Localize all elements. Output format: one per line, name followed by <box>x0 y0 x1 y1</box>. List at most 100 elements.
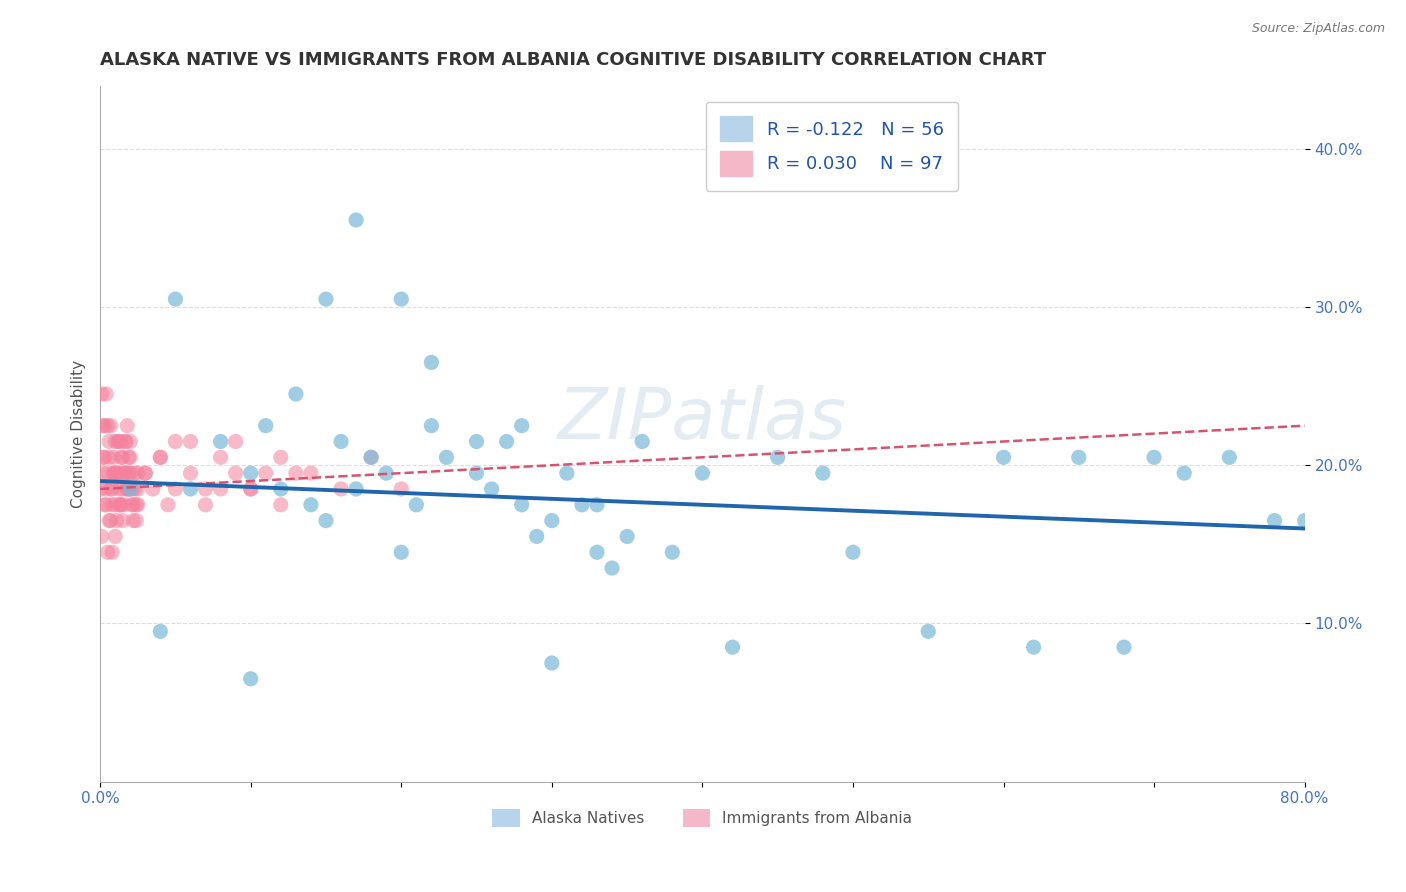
Point <box>104 529 127 543</box>
Point <box>389 482 412 496</box>
Point <box>420 418 443 433</box>
Point <box>104 434 127 449</box>
Point <box>239 466 262 480</box>
Point <box>571 498 593 512</box>
Point <box>149 624 172 639</box>
Point <box>98 450 121 465</box>
Point <box>179 466 201 480</box>
Point <box>239 482 262 496</box>
Point <box>97 418 120 433</box>
Point <box>586 498 609 512</box>
Point <box>330 434 353 449</box>
Point <box>103 466 125 480</box>
Point <box>127 466 149 480</box>
Point <box>120 434 142 449</box>
Point <box>254 418 277 433</box>
Point <box>118 450 141 465</box>
Point <box>315 292 337 306</box>
Point <box>766 450 789 465</box>
Point <box>122 514 145 528</box>
Point <box>114 466 136 480</box>
Point <box>389 292 412 306</box>
Point <box>209 482 232 496</box>
Point <box>299 498 322 512</box>
Point <box>90 529 112 543</box>
Point <box>270 450 292 465</box>
Point <box>495 434 517 449</box>
Point <box>389 545 412 559</box>
Point <box>127 498 149 512</box>
Point <box>112 466 135 480</box>
Point <box>105 466 128 480</box>
Point <box>100 482 122 496</box>
Point <box>112 498 135 512</box>
Point <box>118 466 141 480</box>
Point <box>101 498 124 512</box>
Point <box>120 450 142 465</box>
Point <box>284 387 307 401</box>
Point <box>179 434 201 449</box>
Point <box>481 482 503 496</box>
Point <box>165 482 187 496</box>
Point <box>107 434 129 449</box>
Point <box>142 482 165 496</box>
Text: ZIPatlas: ZIPatlas <box>558 385 846 454</box>
Point <box>111 450 134 465</box>
Point <box>239 672 262 686</box>
Point <box>270 482 292 496</box>
Point <box>121 498 143 512</box>
Point <box>330 482 353 496</box>
Point <box>842 545 865 559</box>
Point <box>108 498 131 512</box>
Point <box>134 466 156 480</box>
Point <box>125 498 148 512</box>
Point <box>405 498 427 512</box>
Point <box>91 450 114 465</box>
Point <box>100 514 122 528</box>
Point <box>284 466 307 480</box>
Point <box>194 482 217 496</box>
Point <box>98 514 121 528</box>
Point <box>360 450 382 465</box>
Point <box>100 418 122 433</box>
Point <box>110 434 132 449</box>
Point <box>115 482 138 496</box>
Point <box>540 514 562 528</box>
Point <box>111 514 134 528</box>
Point <box>315 514 337 528</box>
Point <box>108 498 131 512</box>
Point <box>194 498 217 512</box>
Point <box>209 450 232 465</box>
Point <box>101 482 124 496</box>
Point <box>118 482 141 496</box>
Point <box>917 624 939 639</box>
Point <box>103 450 125 465</box>
Point <box>436 450 458 465</box>
Point <box>209 434 232 449</box>
Point <box>103 466 125 480</box>
Point <box>1173 466 1195 480</box>
Point <box>115 482 138 496</box>
Point <box>98 434 121 449</box>
Y-axis label: Cognitive Disability: Cognitive Disability <box>72 359 86 508</box>
Point <box>121 482 143 496</box>
Point <box>360 450 382 465</box>
Point <box>105 466 128 480</box>
Point <box>107 434 129 449</box>
Point <box>344 482 367 496</box>
Point <box>120 482 142 496</box>
Point <box>165 292 187 306</box>
Point <box>375 466 398 480</box>
Legend: Alaska Natives, Immigrants from Albania: Alaska Natives, Immigrants from Albania <box>486 804 918 833</box>
Point <box>1218 450 1240 465</box>
Point <box>93 450 115 465</box>
Point <box>1022 640 1045 655</box>
Point <box>270 498 292 512</box>
Point <box>225 466 247 480</box>
Point <box>120 466 142 480</box>
Point <box>104 498 127 512</box>
Point <box>156 498 179 512</box>
Point <box>600 561 623 575</box>
Point <box>616 529 638 543</box>
Point <box>90 387 112 401</box>
